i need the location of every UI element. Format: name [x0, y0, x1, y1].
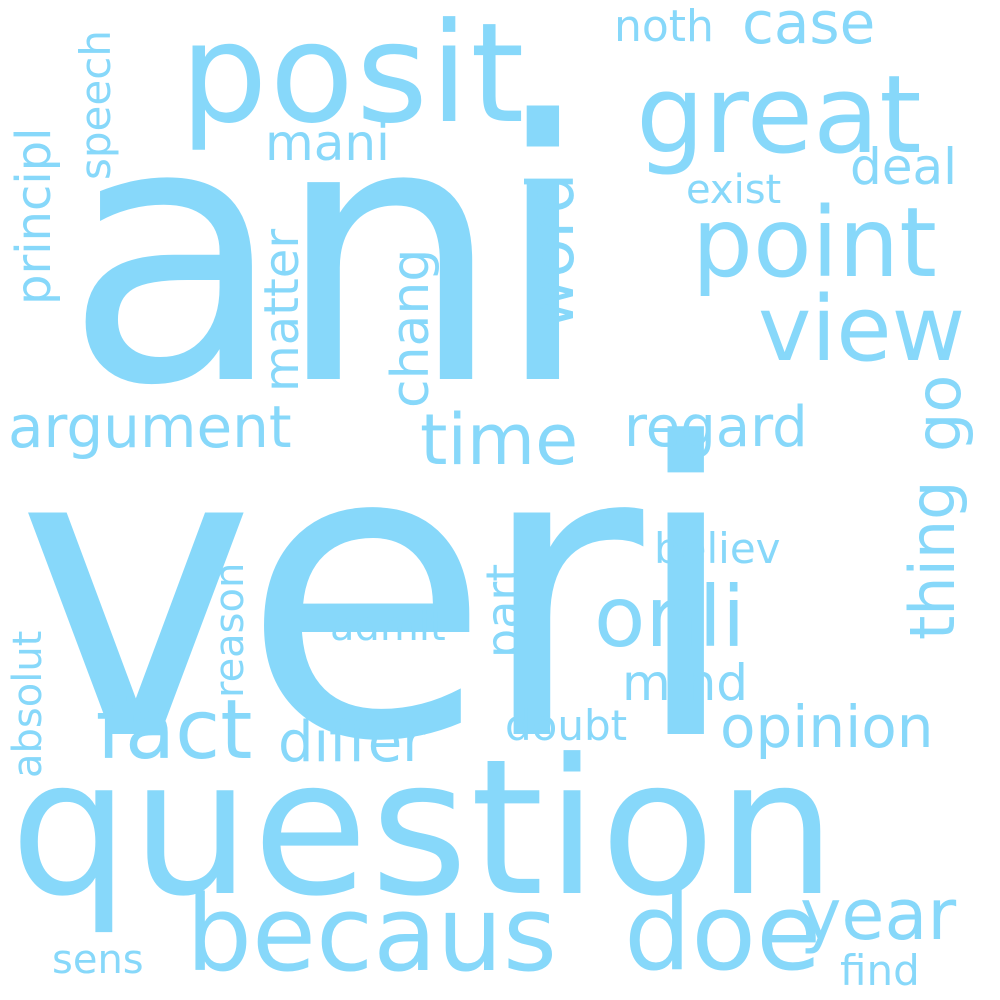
word-great: great — [636, 53, 922, 178]
word-speech: speech — [71, 30, 120, 180]
word-year: year — [800, 874, 957, 956]
word-word: word — [515, 172, 589, 330]
word-deal: deal — [850, 138, 958, 196]
word-opinion: opinion — [720, 693, 934, 761]
word-ani: ani — [64, 45, 593, 464]
word-regard: regard — [624, 395, 808, 460]
word-point: point — [692, 187, 937, 299]
word-find: find — [840, 946, 920, 995]
word-chang: chang — [381, 248, 441, 408]
word-believ: believ — [654, 524, 781, 573]
word-mani: mani — [265, 114, 390, 172]
word-posit: posit — [180, 0, 527, 154]
word-absolut: absolut — [5, 630, 51, 778]
word-differ: differ — [278, 710, 426, 775]
word-case: case — [742, 0, 876, 57]
word-noth: noth — [614, 1, 714, 52]
word-fact: fact — [96, 683, 253, 778]
word-doe: doe — [624, 871, 822, 994]
word-part: part — [476, 563, 530, 658]
word-question: question — [10, 719, 839, 938]
word-veri: veri — [16, 358, 742, 830]
word-argument: argument — [8, 393, 292, 461]
word-thing: thing — [896, 480, 969, 640]
word-doubt: doubt — [505, 701, 628, 750]
word-exist: exist — [686, 167, 782, 213]
word-admit: admit — [330, 604, 446, 650]
word-mind: mind — [622, 654, 749, 712]
word-onli: onli — [594, 568, 746, 666]
word-view: view — [758, 277, 966, 382]
word-principl: principl — [6, 127, 62, 306]
word-go: go — [902, 374, 975, 452]
word-sens: sens — [52, 937, 144, 983]
word-becaus: becaus — [186, 873, 558, 995]
word-matter: matter — [254, 228, 310, 392]
word-time: time — [420, 399, 579, 481]
word-reason: reason — [207, 562, 253, 698]
